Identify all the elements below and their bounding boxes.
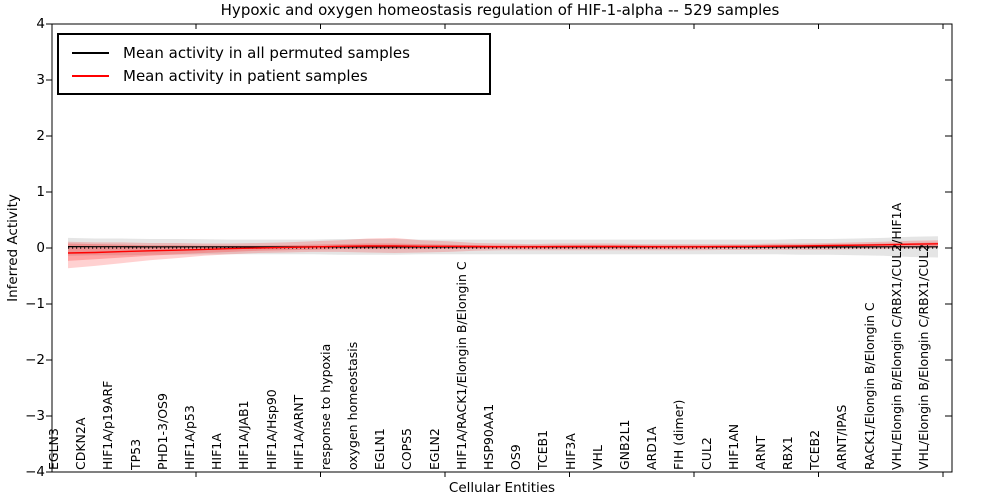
x-tick-label: CDKN2A xyxy=(73,417,89,470)
x-tick-label: PHD1-3/OS9 xyxy=(154,393,170,470)
y-tick-label: −4 xyxy=(25,464,45,480)
x-tick-label: oxygen homeostasis xyxy=(345,341,361,470)
x-tick-label: RBX1 xyxy=(780,436,796,470)
x-tick-label: GNB2L1 xyxy=(616,419,632,470)
x-tick-label: HSP90AA1 xyxy=(481,403,496,470)
x-axis-label: Cellular Entities xyxy=(448,480,556,496)
x-tick-label: COPS5 xyxy=(399,428,415,470)
x-tick-label: VHL/Elongin B/Elongin C/RBX1/CUL2 xyxy=(916,243,931,470)
x-tick-label: ARNT/IPAS xyxy=(834,404,850,470)
y-tick-label: −3 xyxy=(25,408,45,424)
x-tick-label: CUL2 xyxy=(698,437,714,470)
x-tick-label: ARNT xyxy=(752,435,768,470)
legend-box: Mean activity in all permuted samples Me… xyxy=(57,33,491,95)
x-tick-label: VHL/Elongin B/Elongin C/RBX1/CUL2/HIF1A xyxy=(888,202,904,470)
x-tick-label: response to hypoxia xyxy=(317,343,333,470)
y-tick-label: 4 xyxy=(36,16,45,32)
x-tick-label: TCEB1 xyxy=(535,429,551,470)
x-tick-label: RACK1/Elongin B/Elongin C xyxy=(861,302,877,470)
x-tick-label: EGLN2 xyxy=(426,428,442,470)
band-patient-samples-spread-outer xyxy=(68,237,938,269)
y-tick-label: −2 xyxy=(25,352,45,368)
x-tick-label: OS9 xyxy=(508,444,524,470)
x-tick-label: HIF1A/JAB1 xyxy=(236,400,252,470)
y-tick-label: 1 xyxy=(36,184,45,200)
y-tick-label: −1 xyxy=(25,296,45,312)
x-tick-label: ARD1A xyxy=(644,426,660,470)
x-tick-label: HIF1A/Hsp90 xyxy=(263,389,279,470)
y-tick-label: 2 xyxy=(36,128,45,144)
x-tick-label: VHL xyxy=(589,445,605,470)
chart-title: Hypoxic and oxygen homeostasis regulatio… xyxy=(220,1,780,19)
legend-label-permuted: Mean activity in all permuted samples xyxy=(123,43,410,62)
x-tick-label: HIF1A/p53 xyxy=(181,405,197,470)
x-tick-label: HIF1A/RACK1/Elongin B/Elongin C xyxy=(453,261,469,470)
x-tick-label: TCEB2 xyxy=(807,429,823,470)
legend-item-permuted: Mean activity in all permuted samples xyxy=(72,44,489,62)
legend-label-patient: Mean activity in patient samples xyxy=(123,66,368,85)
x-tick-label: HIF3A xyxy=(562,433,578,470)
x-tick-label: EGLN3 xyxy=(46,428,61,470)
y-tick-label: 0 xyxy=(36,240,45,256)
x-tick-label: HIF1A xyxy=(209,433,225,470)
x-tick-label: HIF1A/ARNT xyxy=(290,394,306,470)
legend-line-red xyxy=(72,74,109,77)
legend-item-patient: Mean activity in patient samples xyxy=(72,67,489,85)
series-line-1 xyxy=(67,243,939,254)
x-tick-label: HIF1A/p19ARF xyxy=(100,380,116,470)
x-tick-label: TP53 xyxy=(127,438,143,470)
x-tick-label: EGLN1 xyxy=(372,428,388,470)
x-tick-label: HIF1AN xyxy=(725,423,741,470)
legend-line-black xyxy=(72,51,109,54)
x-tick-label: FIH (dimer) xyxy=(671,399,687,470)
y-tick-label: 3 xyxy=(36,72,45,88)
